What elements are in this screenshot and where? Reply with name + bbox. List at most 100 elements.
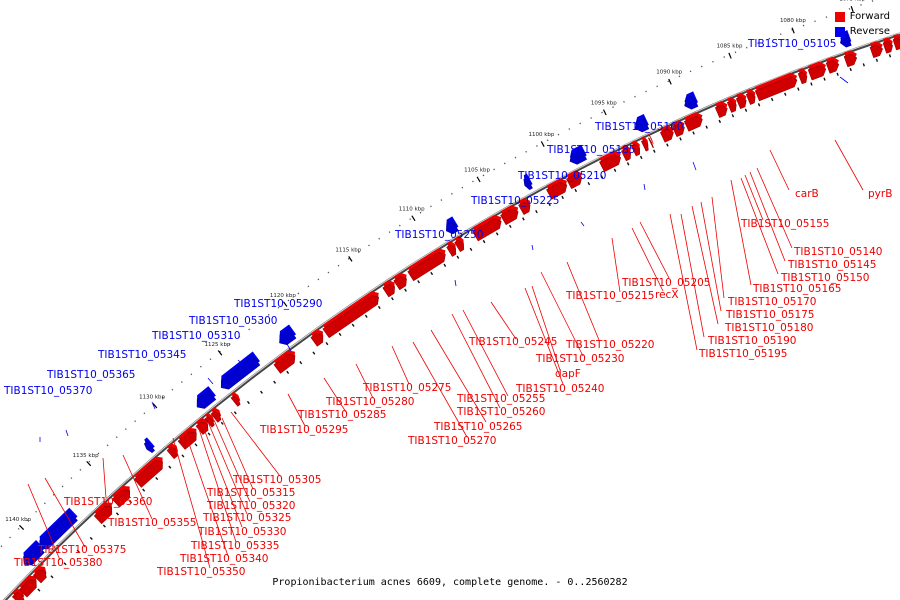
forward-gene-40[interactable]: [807, 61, 827, 81]
forward-gene-17[interactable]: [393, 272, 407, 291]
forward-gene-label[interactable]: TIB1ST10_05380: [13, 557, 103, 569]
reverse-gene-label[interactable]: TIB1ST10_05345: [97, 349, 187, 361]
forward-gene-4[interactable]: [93, 502, 113, 525]
forward-gene-label[interactable]: TIB1ST10_05305: [232, 474, 322, 486]
forward-gene-11[interactable]: [210, 407, 222, 423]
forward-gene-label[interactable]: TIB1ST10_05260: [456, 406, 546, 418]
forward-gene-label[interactable]: TIB1ST10_05375: [37, 544, 127, 556]
reverse-gene-7[interactable]: [446, 216, 459, 235]
forward-gene-12[interactable]: [230, 391, 241, 407]
forward-gene-label[interactable]: TIB1ST10_05360: [63, 496, 153, 508]
forward-gene-label[interactable]: TIB1ST10_05145: [787, 259, 877, 271]
forward-gene-5[interactable]: [111, 485, 130, 508]
forward-gene-21[interactable]: [472, 214, 502, 242]
forward-gene-19[interactable]: [446, 240, 457, 257]
reverse-gene-label[interactable]: TIB1ST10_05105: [747, 38, 837, 50]
reverse-gene-9[interactable]: [569, 144, 588, 165]
forward-gene-label[interactable]: TIB1ST10_05230: [535, 353, 625, 365]
reverse-gene-label[interactable]: TIB1ST10_05290: [233, 298, 323, 310]
reverse-gene-1[interactable]: [23, 540, 45, 566]
forward-gene-label[interactable]: TIB1ST10_05350: [156, 566, 246, 578]
forward-gene-3[interactable]: [32, 565, 47, 584]
forward-gene-label[interactable]: recX: [655, 289, 679, 301]
forward-gene-label[interactable]: TIB1ST10_05170: [727, 296, 817, 308]
forward-gene-label[interactable]: TIB1ST10_05240: [515, 383, 605, 395]
reverse-gene-label[interactable]: TIB1ST10_05370: [3, 385, 93, 397]
forward-gene-14[interactable]: [310, 329, 324, 347]
forward-gene-label[interactable]: pyrB: [868, 188, 892, 200]
forward-gene-45[interactable]: [892, 34, 900, 51]
reverse-gene-2[interactable]: [39, 507, 78, 550]
forward-gene-label[interactable]: TIB1ST10_05205: [621, 277, 711, 289]
forward-gene-15[interactable]: [322, 291, 379, 339]
forward-gene-30[interactable]: [647, 133, 654, 149]
forward-gene-34[interactable]: [714, 101, 728, 119]
forward-gene-label[interactable]: TIB1ST10_05285: [297, 409, 387, 421]
reverse-gene-8[interactable]: [523, 173, 533, 191]
forward-gene-35[interactable]: [726, 96, 737, 113]
reverse-gene-4[interactable]: [196, 386, 217, 409]
forward-gene-label[interactable]: TIB1ST10_05280: [325, 396, 415, 408]
reverse-gene-label[interactable]: TIB1ST10_05300: [188, 315, 278, 327]
forward-gene-42[interactable]: [843, 50, 858, 68]
forward-gene-29[interactable]: [640, 136, 649, 152]
reverse-gene-label[interactable]: TIB1ST10_05185: [546, 144, 636, 156]
forward-gene-36[interactable]: [735, 92, 747, 110]
forward-gene-label[interactable]: TIB1ST10_05325: [202, 512, 292, 524]
forward-gene-label[interactable]: TIB1ST10_05190: [707, 335, 797, 347]
forward-gene-label[interactable]: TIB1ST10_05165: [752, 283, 842, 295]
forward-gene-31[interactable]: [659, 125, 674, 143]
forward-gene-20[interactable]: [454, 236, 465, 253]
forward-gene-label[interactable]: TIB1ST10_05275: [362, 382, 452, 394]
forward-gene-label[interactable]: TIB1ST10_05270: [407, 435, 497, 447]
forward-gene-27[interactable]: [620, 144, 631, 162]
forward-gene-label[interactable]: TIB1ST10_05340: [179, 553, 269, 565]
forward-gene-39[interactable]: [797, 68, 808, 85]
forward-gene-label[interactable]: TIB1ST10_05180: [724, 322, 814, 334]
forward-gene-41[interactable]: [825, 56, 840, 74]
forward-gene-23[interactable]: [518, 198, 531, 216]
forward-gene-label[interactable]: TIB1ST10_05320: [206, 500, 296, 512]
reverse-gene-10[interactable]: [634, 114, 650, 133]
forward-gene-33[interactable]: [683, 112, 703, 132]
reverse-gene-6[interactable]: [279, 324, 297, 346]
forward-gene-label[interactable]: TIB1ST10_05335: [190, 540, 280, 552]
reverse-gene-11[interactable]: [684, 91, 699, 110]
forward-gene-label[interactable]: dapF: [555, 368, 581, 380]
forward-gene-32[interactable]: [671, 120, 685, 138]
forward-gene-label[interactable]: TIB1ST10_05265: [433, 421, 523, 433]
forward-gene-43[interactable]: [869, 41, 884, 59]
forward-gene-38[interactable]: [754, 72, 798, 102]
forward-gene-label[interactable]: TIB1ST10_05220: [565, 339, 655, 351]
forward-gene-label[interactable]: TIB1ST10_05245: [468, 336, 558, 348]
forward-gene-37[interactable]: [745, 88, 756, 105]
forward-gene-label[interactable]: TIB1ST10_05155: [740, 218, 830, 230]
forward-gene-10[interactable]: [204, 412, 215, 428]
forward-gene-44[interactable]: [882, 37, 893, 54]
forward-gene-28[interactable]: [630, 140, 640, 157]
forward-gene-label[interactable]: TIB1ST10_05355: [107, 517, 197, 529]
forward-gene-22[interactable]: [500, 205, 519, 226]
forward-gene-6[interactable]: [133, 456, 163, 488]
reverse-gene-3[interactable]: [143, 437, 156, 454]
forward-gene-label[interactable]: TIB1ST10_05255: [456, 393, 546, 405]
forward-gene-24[interactable]: [546, 178, 568, 200]
reverse-gene-5[interactable]: [220, 351, 261, 390]
reverse-gene-label[interactable]: TIB1ST10_05225: [470, 195, 560, 207]
forward-gene-18[interactable]: [407, 248, 446, 282]
forward-gene-label[interactable]: TIB1ST10_05315: [206, 487, 296, 499]
forward-gene-label[interactable]: TIB1ST10_05295: [259, 424, 349, 436]
reverse-gene-label[interactable]: TIB1ST10_05160: [594, 121, 684, 133]
forward-gene-16[interactable]: [382, 280, 395, 298]
forward-gene-13[interactable]: [273, 350, 296, 374]
forward-gene-label[interactable]: TIB1ST10_05195: [698, 348, 788, 360]
forward-gene-label[interactable]: TIB1ST10_05215: [565, 290, 655, 302]
reverse-gene-label[interactable]: TIB1ST10_05310: [151, 330, 241, 342]
reverse-gene-label[interactable]: TIB1ST10_05365: [46, 369, 136, 381]
forward-gene-26[interactable]: [599, 150, 622, 173]
forward-gene-7[interactable]: [166, 443, 179, 460]
forward-gene-8[interactable]: [177, 427, 197, 450]
reverse-gene-label[interactable]: TIB1ST10_05250: [394, 229, 484, 241]
reverse-gene-label[interactable]: TIB1ST10_05210: [517, 170, 607, 182]
forward-gene-label[interactable]: TIB1ST10_05150: [780, 272, 870, 284]
